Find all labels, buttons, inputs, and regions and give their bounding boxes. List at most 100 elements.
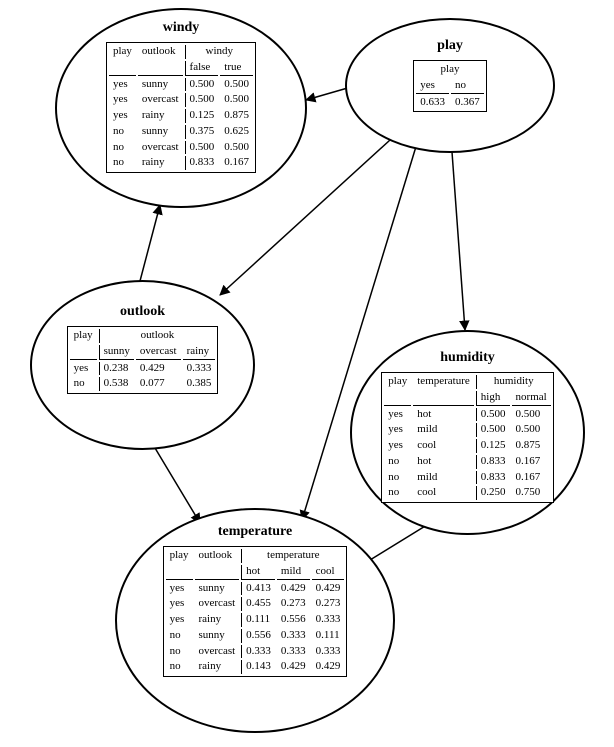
cpt-cell: 0.500 — [185, 93, 219, 107]
cpt-cell: 0.273 — [277, 597, 310, 611]
cpt-cell: 0.500 — [220, 78, 253, 92]
bayes-net-diagram: play play yes no 0.633 0.367 windy play … — [0, 0, 614, 747]
cpt-cell: 0.500 — [185, 141, 219, 155]
cpt-cell: no — [109, 141, 136, 155]
cpt-cell: 0.077 — [136, 377, 181, 391]
table-row: yessunny0.5000.500 — [109, 78, 253, 92]
edge-outlook-windy — [140, 205, 160, 281]
cpt-outlook: play outlook sunny overcast rainy yes0.2… — [67, 326, 219, 394]
table-row: noovercast0.5000.500 — [109, 141, 253, 155]
cpt-cell: 0.125 — [476, 439, 510, 453]
table-row: nosunny0.5560.3330.111 — [166, 629, 345, 643]
cpt-cell: no — [384, 471, 411, 485]
cpt-cell: 0.500 — [512, 408, 551, 422]
table-row: yesrainy0.1250.875 — [109, 109, 253, 123]
cpt-cell: yes — [70, 362, 97, 376]
cpt-cell: 0.556 — [241, 629, 275, 643]
cpt-cell: 0.413 — [241, 582, 275, 596]
cpt-windy: play outlook windy false true yessunny0.… — [106, 42, 256, 173]
cpt-temperature: play outlook temperature hot mild cool y… — [163, 546, 348, 677]
cpt-cell: 0.167 — [512, 455, 551, 469]
node-outlook: outlook play outlook sunny overcast rain… — [30, 280, 255, 450]
cpt-cell: overcast — [138, 141, 183, 155]
cpt-cell: 0.429 — [277, 660, 310, 674]
table-row: no0.5380.0770.385 — [70, 377, 216, 391]
node-humidity: humidity play temperature humidity high … — [350, 330, 585, 535]
table-row: yes0.2380.4290.333 — [70, 362, 216, 376]
cpt-cell: mild — [413, 471, 474, 485]
table-row: noovercast0.3330.3330.333 — [166, 645, 345, 659]
node-play: play play yes no 0.633 0.367 — [345, 18, 555, 153]
table-row: yessunny0.4130.4290.429 — [166, 582, 345, 596]
cpt-cell: sunny — [138, 125, 183, 139]
cpt-cell: mild — [413, 423, 474, 437]
cpt-cell: 0.167 — [512, 471, 551, 485]
cpt-cell: 0.538 — [99, 377, 134, 391]
cpt-cell: overcast — [138, 93, 183, 107]
cpt-cell: 0.111 — [241, 613, 275, 627]
cpt-cell: 0.333 — [183, 362, 216, 376]
cpt-cell: 0.125 — [185, 109, 219, 123]
cpt-cell: sunny — [195, 582, 240, 596]
cpt-cell: 0.167 — [220, 156, 253, 170]
cpt-cell: 0.333 — [312, 645, 345, 659]
cpt-cell: 0.833 — [476, 471, 510, 485]
cpt-cell: no — [166, 660, 193, 674]
cpt-cell: 0.333 — [312, 613, 345, 627]
cpt-cell: rainy — [195, 613, 240, 627]
cpt-cell: no — [384, 486, 411, 500]
node-title: windy — [163, 20, 200, 36]
table-row: nohot0.8330.167 — [384, 455, 550, 469]
cpt-cell: yes — [384, 408, 411, 422]
cpt-cell: yes — [384, 439, 411, 453]
cpt-cell: 0.429 — [136, 362, 181, 376]
cpt-cell: 0.375 — [185, 125, 219, 139]
cpt-cell: rainy — [195, 660, 240, 674]
node-title: play — [437, 38, 463, 54]
cpt-cell: 0.250 — [476, 486, 510, 500]
cpt-cell: sunny — [138, 78, 183, 92]
cpt-cell: rainy — [138, 109, 183, 123]
cpt-cell: 0.333 — [277, 645, 310, 659]
cpt-cell: 0.143 — [241, 660, 275, 674]
table-row: nomild0.8330.167 — [384, 471, 550, 485]
cpt-cell: 0.750 — [512, 486, 551, 500]
cpt-cell: 0.556 — [277, 613, 310, 627]
cpt-cell: 0.500 — [512, 423, 551, 437]
cpt-cell: no — [109, 125, 136, 139]
cpt-cell: 0.333 — [241, 645, 275, 659]
cpt-cell: overcast — [195, 645, 240, 659]
edge-play-humidity — [452, 152, 465, 330]
cpt-cell: 0.429 — [277, 582, 310, 596]
cpt-cell: hot — [413, 455, 474, 469]
cpt-cell: 0.500 — [220, 93, 253, 107]
cpt-cell: no — [166, 629, 193, 643]
cpt-cell: 0.833 — [185, 156, 219, 170]
table-row: yesrainy0.1110.5560.333 — [166, 613, 345, 627]
cpt-cell: 0.875 — [220, 109, 253, 123]
cpt-cell: 0.429 — [312, 582, 345, 596]
cpt-cell: no — [109, 156, 136, 170]
table-row: nocool0.2500.750 — [384, 486, 550, 500]
cpt-play: play yes no 0.633 0.367 — [413, 60, 487, 112]
table-row: nosunny0.3750.625 — [109, 125, 253, 139]
node-temperature: temperature play outlook temperature hot… — [115, 508, 395, 733]
cpt-cell: 0.500 — [476, 423, 510, 437]
cpt-cell: yes — [166, 597, 193, 611]
cpt-cell: cool — [413, 439, 474, 453]
table-row: norainy0.8330.167 — [109, 156, 253, 170]
cpt-cell: 0.429 — [312, 660, 345, 674]
cpt-humidity: play temperature humidity high normal ye… — [381, 372, 553, 503]
cpt-cell: 0.875 — [512, 439, 551, 453]
table-row: norainy0.1430.4290.429 — [166, 660, 345, 674]
cpt-cell: hot — [413, 408, 474, 422]
cpt-cell: no — [384, 455, 411, 469]
cpt-cell: 0.385 — [183, 377, 216, 391]
cpt-cell: 0.333 — [277, 629, 310, 643]
cpt-cell: 0.500 — [185, 78, 219, 92]
table-row: yesovercast0.4550.2730.273 — [166, 597, 345, 611]
table-row: yeshot0.5000.500 — [384, 408, 550, 422]
cpt-cell: yes — [166, 582, 193, 596]
cpt-cell: yes — [384, 423, 411, 437]
table-row: yescool0.1250.875 — [384, 439, 550, 453]
